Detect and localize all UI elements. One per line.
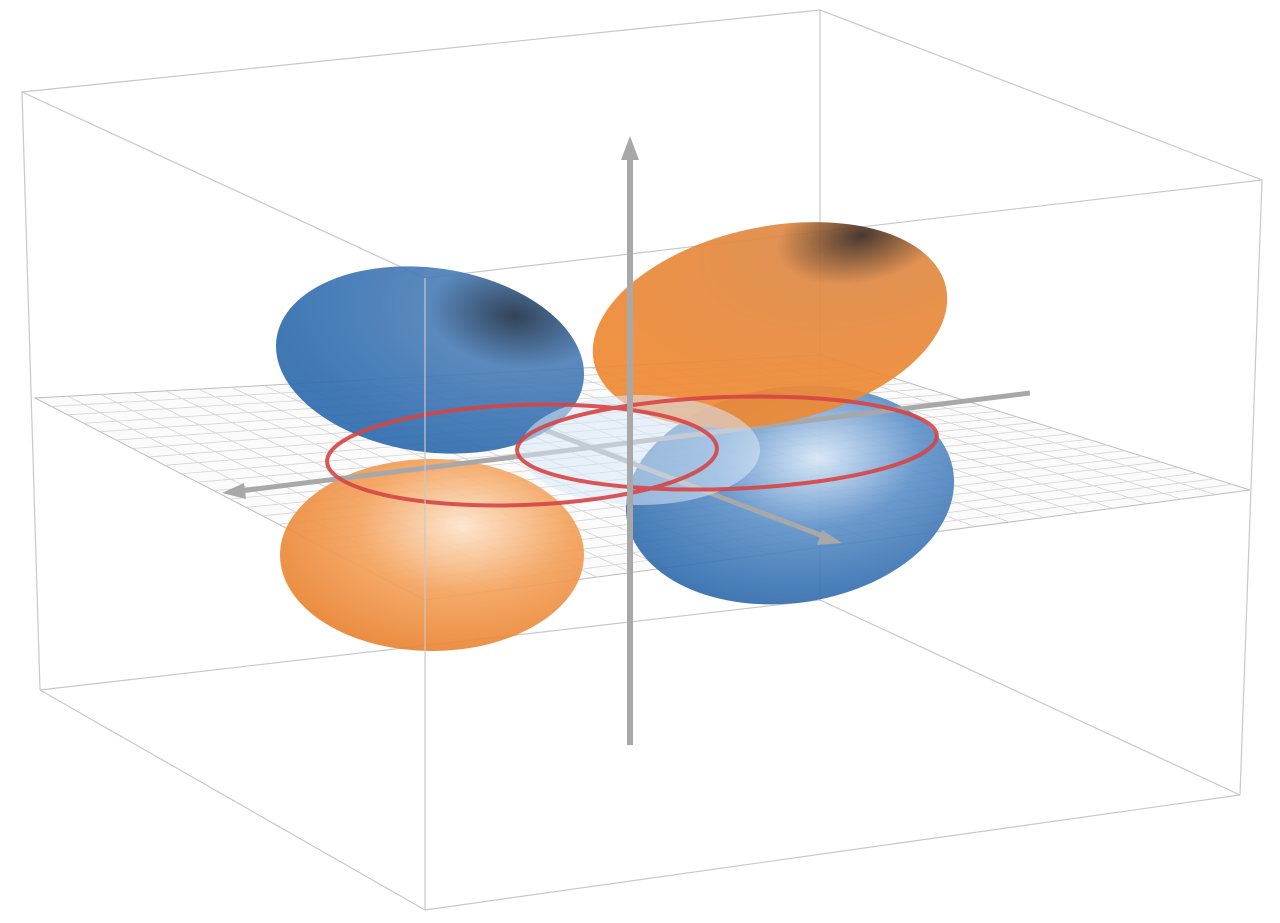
bounding-box-front xyxy=(21,91,1263,911)
z-axis xyxy=(621,136,639,745)
lobe-highlight xyxy=(520,395,760,505)
lobe-upper-right xyxy=(592,222,948,428)
lobe-lower-left xyxy=(280,459,584,651)
nodal-curves xyxy=(325,394,939,508)
